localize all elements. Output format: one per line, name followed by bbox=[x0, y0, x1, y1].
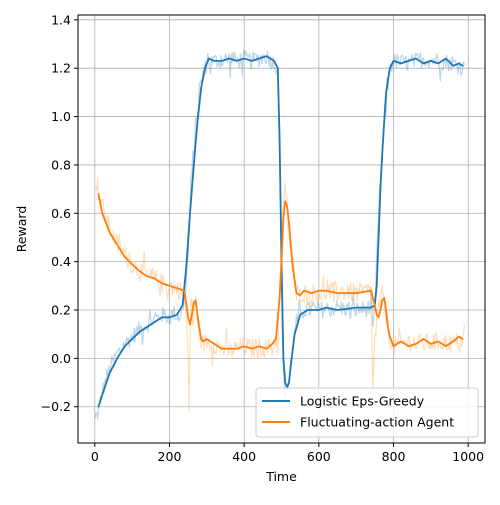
x-tick-label: 600 bbox=[307, 449, 331, 464]
y-axis-title: Reward bbox=[14, 206, 29, 253]
y-tick-label: 1.4 bbox=[51, 12, 71, 27]
x-tick-label: 800 bbox=[382, 449, 406, 464]
y-tick-label: 0.8 bbox=[51, 157, 71, 172]
y-tick-label: 0.4 bbox=[51, 254, 71, 269]
y-tick-label: −0.2 bbox=[41, 399, 71, 414]
x-tick-label: 0 bbox=[91, 449, 99, 464]
x-tick-label: 1000 bbox=[452, 449, 484, 464]
x-tick-label: 200 bbox=[158, 449, 182, 464]
y-tick-label: 0.2 bbox=[51, 303, 71, 318]
x-tick-label: 400 bbox=[232, 449, 256, 464]
y-tick-label: 0.0 bbox=[51, 351, 71, 366]
legend-label-logistic-eps-greedy: Logistic Eps-Greedy bbox=[300, 394, 425, 409]
series-line-fluctuating-action-agent bbox=[97, 192, 464, 350]
plot-frame bbox=[77, 14, 486, 444]
y-tick-label: 1.0 bbox=[51, 109, 71, 124]
legend-box bbox=[255, 387, 479, 438]
y-tick-label: 0.6 bbox=[51, 206, 71, 221]
legend: Logistic Eps-Greedy Fluctuating-action A… bbox=[255, 387, 479, 438]
series-line-logistic-eps-greedy bbox=[97, 55, 464, 408]
smoothed-series-layer bbox=[97, 55, 464, 408]
y-tick-label: 1.2 bbox=[51, 61, 71, 76]
axis-ticks: 0 200 400 600 800 1000 −0.2 0.0 0.2 0.4 0.6 0.8 1.0 1… bbox=[41, 12, 485, 464]
legend-label-fluctuating-action-agent: Fluctuating-action Agent bbox=[300, 415, 454, 430]
x-axis-title: Time bbox=[265, 469, 297, 484]
